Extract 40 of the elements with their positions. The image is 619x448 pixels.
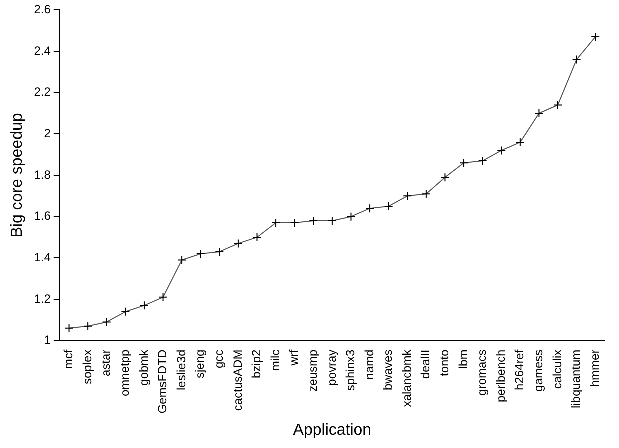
y-tick-label: 2.4 [34, 44, 52, 58]
y-tick-label: 1.2 [34, 292, 52, 306]
x-tick-label: calculix [550, 350, 564, 390]
x-tick-label: zeusmp [306, 349, 320, 392]
x-tick-label: leslie3d [174, 350, 188, 391]
x-tick-label: bzip2 [250, 349, 264, 378]
x-tick-label: mcf [62, 349, 76, 370]
x-tick-label: tonto [438, 349, 452, 377]
y-axis-title: Big core speedup [9, 113, 26, 238]
x-tick-label: dealII [418, 350, 433, 380]
y-tick-label: 1.4 [34, 250, 52, 264]
y-tick-label: 1 [44, 333, 52, 348]
x-tick-label: astar [99, 350, 114, 376]
x-tick-label: soplex [80, 350, 94, 384]
x-tick-label: perlbench [494, 350, 508, 403]
x-axis-title: Application [293, 422, 372, 439]
x-tick-label: cactusADM [230, 350, 245, 412]
x-tick-label: wrf [287, 349, 302, 367]
y-tick-label: 1.8 [34, 168, 52, 182]
y-tick-label: 2 [44, 126, 52, 140]
y-tick-label: 2.6 [34, 2, 52, 17]
x-tick-label: sphinx3 [344, 349, 358, 392]
x-tick-label: milc [268, 350, 282, 372]
x-tick-label: bwaves [381, 350, 396, 390]
x-tick-label: omnetpp [118, 349, 132, 397]
x-tick-label: gamess [532, 350, 546, 392]
x-tick-label: namd [362, 350, 376, 380]
x-tick-label: libquantum [569, 350, 584, 409]
x-tick-label: gromacs [475, 350, 490, 396]
x-tick-label: hmmer [588, 350, 602, 388]
y-tick-label: 1.6 [34, 209, 52, 224]
x-tick-label: gcc [212, 350, 226, 368]
y-tick-label: 2.2 [34, 85, 52, 100]
x-tick-label: povray [324, 350, 339, 386]
x-tick-label: sjeng [193, 350, 208, 378]
x-tick-label: lbm [456, 350, 470, 370]
x-tick-label: gobmk [136, 348, 151, 386]
x-tick-label: h264ref [512, 349, 527, 391]
x-tick-label: xalancbmk [400, 348, 414, 408]
x-tick-label: GemsFDTD [156, 349, 170, 414]
